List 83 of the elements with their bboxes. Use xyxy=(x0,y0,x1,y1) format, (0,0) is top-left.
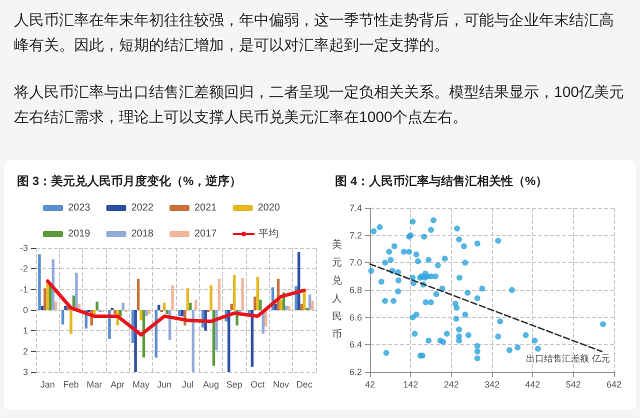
bar xyxy=(194,300,198,310)
bar xyxy=(285,306,288,310)
line-series xyxy=(46,279,306,337)
bar xyxy=(61,310,64,324)
bar xyxy=(114,310,116,314)
y-tick-label: 6.6 xyxy=(349,312,362,322)
y-tick-label: -1 xyxy=(20,284,28,294)
x-tick-label: 42 xyxy=(364,380,376,390)
x-tick-label: Nov xyxy=(272,380,290,390)
bar xyxy=(54,302,58,310)
bar xyxy=(171,285,174,310)
bar xyxy=(218,279,221,310)
bar xyxy=(140,310,142,320)
y-axis-title: 美元兑人民币 xyxy=(332,238,342,340)
x-tick-label: 642 xyxy=(606,380,622,390)
x-tick-label: Feb xyxy=(63,380,79,390)
y-tick-label: 0 xyxy=(22,305,28,315)
x-tick-label: 142 xyxy=(403,380,418,390)
chart-title: 图 4：人民币汇率与结售汇相关性（%） xyxy=(335,174,548,188)
y-tick-label: 3 xyxy=(22,367,28,377)
bar xyxy=(215,310,218,350)
bar xyxy=(311,300,314,310)
bar xyxy=(232,274,236,310)
legend-label: 2017 xyxy=(194,228,218,240)
bar xyxy=(186,288,190,310)
bar xyxy=(96,302,98,310)
bar xyxy=(70,310,72,334)
legend-label: 2019 xyxy=(68,228,91,240)
y-tick-label: 2 xyxy=(22,346,28,356)
text: 人民币汇率在年末年初往往较强，年中偏弱，这一季节性走势背后，可能与企业年末结汇高峰有关。因此，短期的结汇增加，是可以对汇率起到一定支撑的。 xyxy=(14,11,615,56)
x-tick-label: May xyxy=(132,380,150,390)
bar xyxy=(136,279,140,310)
bar xyxy=(44,288,46,310)
x-tick-label: 342 xyxy=(484,380,500,390)
y-tick-label: 6.2 xyxy=(349,367,362,377)
x-tick-label: Mar xyxy=(86,380,102,390)
bar xyxy=(259,300,262,310)
x-tick-label: 442 xyxy=(525,380,540,390)
legend-label: 2022 xyxy=(131,202,154,214)
y-tick-label: 7.0 xyxy=(349,258,362,268)
x-tick-label: Dec xyxy=(296,380,313,390)
bar xyxy=(280,300,282,310)
chart-title: 图 3：美元兑人民币月度变化（%，逆序） xyxy=(17,174,242,188)
y-tick-label: -3 xyxy=(20,243,28,253)
bar xyxy=(49,285,52,310)
bar xyxy=(75,272,78,310)
bar xyxy=(64,306,67,310)
bar xyxy=(166,310,168,314)
y-tick-label: 7.4 xyxy=(349,203,362,213)
legend-label: 2021 xyxy=(194,202,218,214)
legend-label: 2023 xyxy=(68,202,91,214)
y-tick-label: -2 xyxy=(20,264,28,274)
legend-label: 2020 xyxy=(258,202,280,214)
bar xyxy=(308,294,312,310)
text: 将人民币汇率与出口结售汇差额回归，二者呈现一定负相关关系。模型结果显示，100亿美元左右结汇需求，理论上可以支撑人民币兑美元汇率在1000个点左右。 xyxy=(14,83,626,128)
bar xyxy=(178,310,181,316)
bar xyxy=(300,304,303,310)
y-tick-label: 1 xyxy=(22,326,28,336)
bar xyxy=(189,302,192,310)
bar xyxy=(241,278,244,310)
bar xyxy=(134,310,137,372)
x-tick-label: Oct xyxy=(250,380,266,390)
legend-label: 2018 xyxy=(131,228,154,240)
x-tick-label: 242 xyxy=(444,380,459,390)
bar xyxy=(274,304,277,310)
legend-label: 平均 xyxy=(258,228,279,240)
y-tick-label: 7.2 xyxy=(349,230,362,240)
x-tick-label: Sep xyxy=(226,380,242,390)
bar xyxy=(145,310,148,316)
x-tick-label: Jan xyxy=(40,380,55,390)
x-tick-label: Jun xyxy=(157,380,172,390)
bar xyxy=(210,285,212,310)
bar xyxy=(254,296,256,310)
y-tick-label: 6.8 xyxy=(349,285,362,295)
x-tick-label: Jul xyxy=(182,380,194,390)
y-tick-label: 6.4 xyxy=(349,340,362,350)
bar xyxy=(119,310,122,316)
x-tick-label: Aug xyxy=(202,380,220,390)
x-tick-label: 542 xyxy=(566,380,581,390)
bar xyxy=(230,304,233,310)
bar xyxy=(256,276,260,310)
x-tick-label: Apr xyxy=(110,380,125,390)
bar xyxy=(38,254,41,310)
